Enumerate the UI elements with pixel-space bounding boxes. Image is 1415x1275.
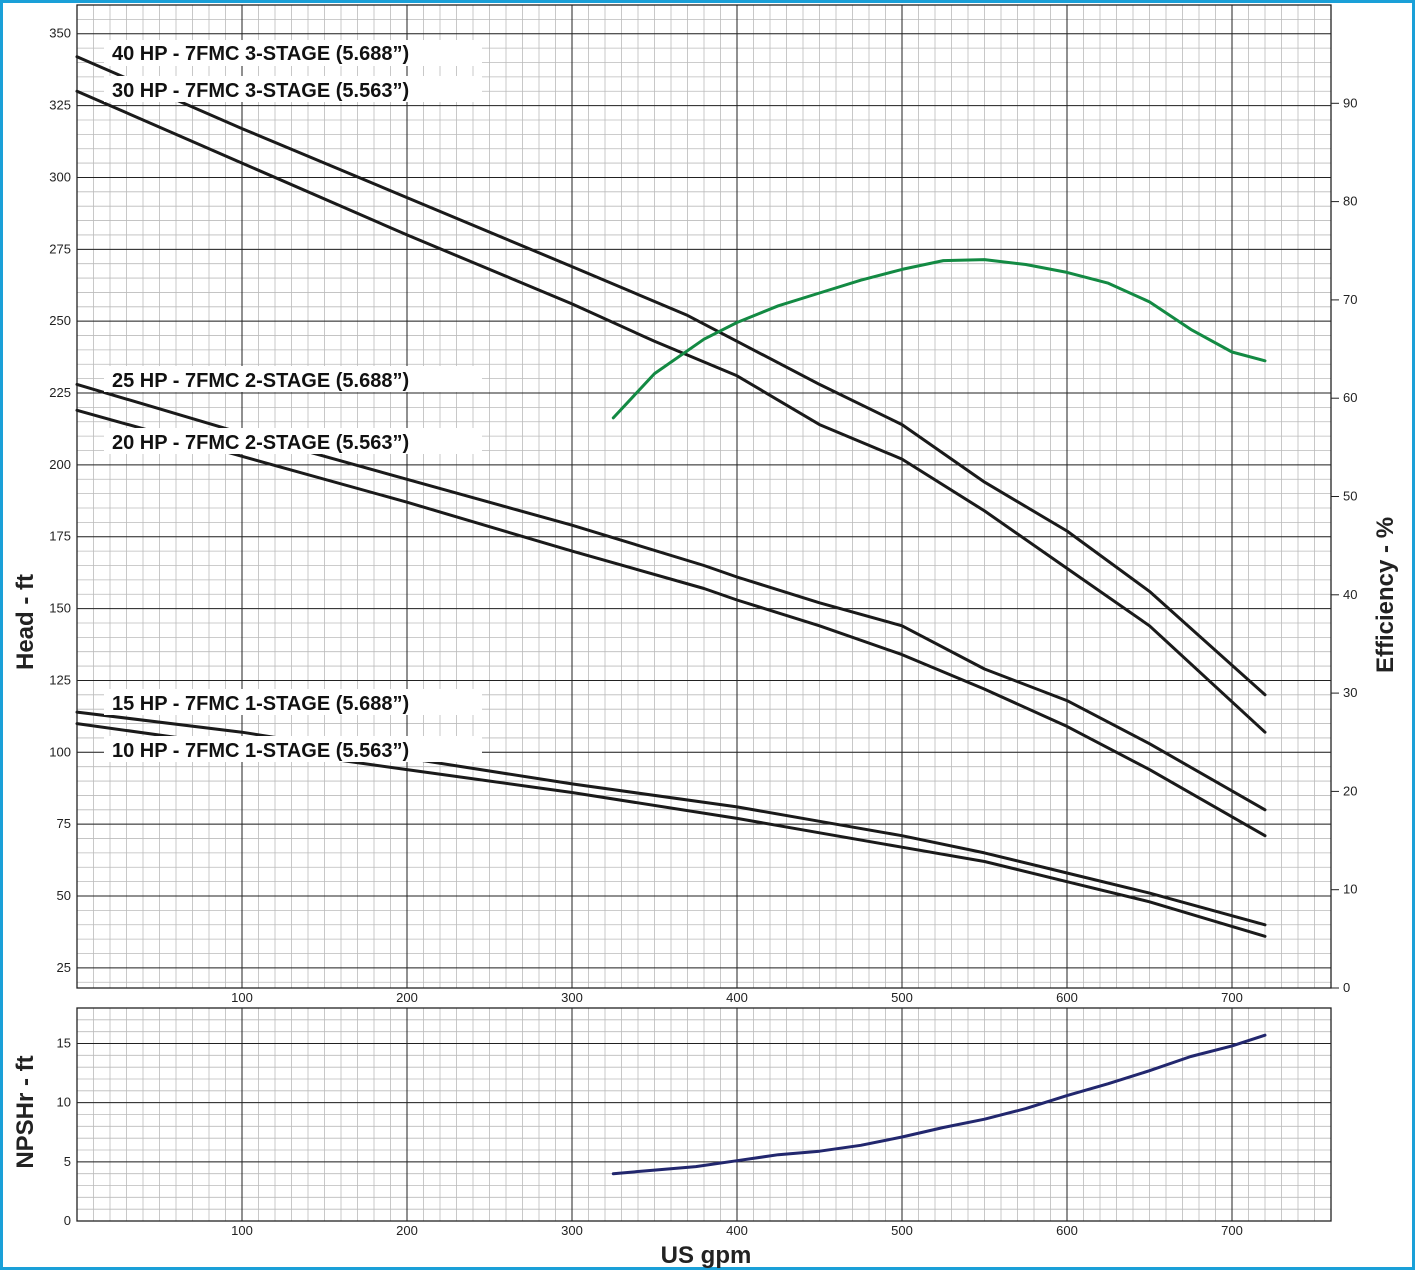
head-tick-label: 225 [49,385,71,400]
flow-axis-title: US gpm [661,1242,752,1269]
head-tick-label: 100 [49,744,71,759]
flow-tick-label: 500 [891,1223,913,1238]
label-25hp: 25 HP - 7FMC 2-STAGE (5.688”) [104,366,482,392]
flow-tick-label: 300 [561,990,583,1005]
tick-label-layer: 2550751001251501752002252502753003253500… [49,26,1357,1238]
label-10hp: 10 HP - 7FMC 1-STAGE (5.563”) [104,736,482,762]
efficiency-tick-label: 20 [1343,783,1357,798]
label-10hp-text: 10 HP - 7FMC 1-STAGE (5.563”) [112,740,409,762]
head-tick-label: 125 [49,672,71,687]
npshr-curve [611,1033,1267,1176]
head-tick-label: 350 [49,26,71,41]
flow-tick-label: 700 [1221,990,1243,1005]
efficiency-tick-label: 70 [1343,292,1357,307]
label-25hp-text: 25 HP - 7FMC 2-STAGE (5.688”) [112,370,409,392]
curve-label-layer: 40 HP - 7FMC 3-STAGE (5.688”) 30 HP - 7F… [104,40,482,762]
flow-tick-label: 300 [561,1223,583,1238]
head-tick-label: 200 [49,457,71,472]
head-chart-grid [76,4,1332,989]
head-tick-label: 75 [57,816,71,831]
label-15hp-text: 15 HP - 7FMC 1-STAGE (5.688”) [112,693,409,715]
flow-tick-label: 200 [396,1223,418,1238]
efficiency-tick-label: 30 [1343,685,1357,700]
head-tick-label: 250 [49,313,71,328]
curve-layer [75,55,1267,1176]
label-40hp: 40 HP - 7FMC 3-STAGE (5.688”) [104,40,482,66]
label-40hp-text: 40 HP - 7FMC 3-STAGE (5.688”) [112,43,409,65]
npshr-tick-label: 15 [57,1036,71,1051]
plot-area-border [76,1007,1332,1222]
head-tick-label: 325 [49,98,71,113]
label-15hp: 15 HP - 7FMC 1-STAGE (5.688”) [104,689,482,715]
label-30hp-text: 30 HP - 7FMC 3-STAGE (5.563”) [112,80,409,102]
flow-tick-label: 100 [231,1223,253,1238]
efficiency-tick-label: 0 [1343,980,1350,995]
head-curve-20hp [75,408,1267,838]
head-tick-label: 175 [49,529,71,544]
npshr-tick-label: 5 [64,1154,71,1169]
efficiency-axis-title: Efficiency - % [1372,517,1399,673]
flow-tick-label: 100 [231,990,253,1005]
efficiency-tick-label: 50 [1343,489,1357,504]
efficiency-curve [611,258,1267,420]
efficiency-tick-label: 90 [1343,95,1357,110]
npshr-tick-label: 0 [64,1213,71,1228]
head-curve-30hp [75,89,1267,734]
flow-tick-label: 400 [726,990,748,1005]
flow-tick-label: 700 [1221,1223,1243,1238]
head-tick-label: 50 [57,888,71,903]
flow-tick-label: 400 [726,1223,748,1238]
efficiency-tick-label: 10 [1343,882,1357,897]
efficiency-tick-label: 80 [1343,194,1357,209]
flow-tick-label: 600 [1056,1223,1078,1238]
head-tick-label: 300 [49,169,71,184]
label-20hp: 20 HP - 7FMC 2-STAGE (5.563”) [104,428,482,454]
head-curve-40hp [75,55,1267,697]
head-axis-title: Head - ft [12,574,39,670]
npshr-chart-grid [76,1007,1332,1222]
efficiency-tick-label: 60 [1343,390,1357,405]
npshr-tick-label: 10 [57,1095,71,1110]
head-curve-25hp [75,382,1267,812]
head-tick-label: 275 [49,241,71,256]
flow-tick-label: 200 [396,990,418,1005]
flow-tick-label: 600 [1056,990,1078,1005]
head-tick-label: 150 [49,601,71,616]
head-tick-label: 25 [57,960,71,975]
label-20hp-text: 20 HP - 7FMC 2-STAGE (5.563”) [112,432,409,454]
label-30hp: 30 HP - 7FMC 3-STAGE (5.563”) [104,76,482,102]
flow-tick-label: 500 [891,990,913,1005]
npshr-axis-title: NPSHr - ft [12,1055,39,1168]
efficiency-tick-label: 40 [1343,587,1357,602]
